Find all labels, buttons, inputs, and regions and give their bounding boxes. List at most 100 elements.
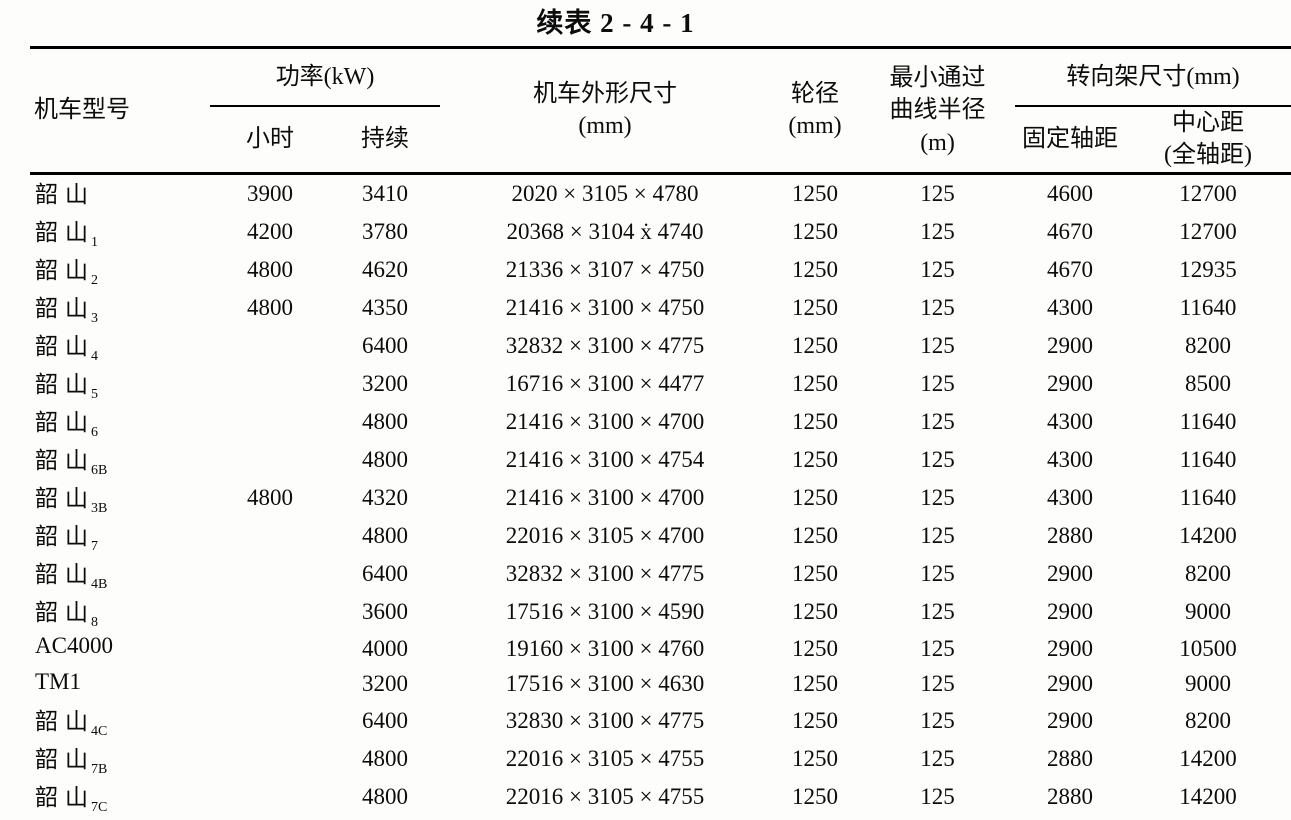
table-row: 韶山6B 4800 21416 × 3100 × 4754 1250 125 4…: [30, 441, 1291, 479]
cell-dimensions: 21416 × 3100 × 4754: [505, 446, 705, 472]
cell-model: 韶山6B: [30, 441, 210, 479]
cell-center-distance: 9000: [1185, 598, 1232, 624]
cell-min-curve-radius: 125: [920, 784, 955, 810]
header-wheel-line1: 轮径: [791, 81, 840, 107]
model-name: 韶山: [35, 561, 95, 587]
header-radius-line3: (m): [920, 129, 955, 156]
cell-wheel-diameter: 1250: [792, 784, 839, 810]
cell-wheel-diameter: 1250: [792, 446, 839, 472]
cell-center-distance: 8200: [1185, 332, 1232, 358]
cell-wheel-diameter: 1250: [792, 256, 839, 282]
table-row: 韶山7C 4800 22016 × 3105 × 4755 1250 125 2…: [30, 778, 1291, 816]
model-name: 韶山: [35, 485, 95, 511]
cell-center-distance: 14200: [1179, 522, 1237, 548]
cell-min-curve-radius: 125: [920, 598, 955, 624]
model-subscript: 7C: [91, 800, 108, 816]
model-name: 韶山: [35, 785, 95, 811]
cell-center-distance: 12700: [1179, 218, 1237, 244]
cell-fixed-wheelbase: 4670: [1047, 218, 1094, 244]
table-title: 续表 2 - 4 - 1: [30, 0, 1291, 46]
header-power-group: 功率(kW): [210, 47, 441, 107]
cell-fixed-wheelbase: 4300: [1047, 484, 1094, 510]
model-name: 韶山: [35, 447, 95, 473]
cell-wheel-diameter: 1250: [792, 746, 839, 772]
table-row: 韶山1 4200 3780 20368 × 3104 ẋ 4740 1250 1…: [30, 213, 1291, 251]
cell-dimensions: 19160 × 3100 × 4760: [505, 635, 705, 661]
cell-power-continuous: 6400: [362, 332, 408, 358]
header-dimensions: 机车外形尺寸 (mm): [440, 48, 770, 174]
cell-power-continuous: 3600: [362, 598, 408, 624]
cell-model: 韶山8: [30, 593, 210, 631]
table-row: 韶山4B 6400 32832 × 3100 × 4775 1250 125 2…: [30, 555, 1291, 593]
cell-dimensions: 17516 × 3100 × 4590: [505, 598, 705, 624]
model-subscript: 7B: [91, 762, 108, 778]
model-name: TM1: [35, 668, 81, 694]
model-name: AC4000: [35, 633, 113, 659]
model-subscript: 3: [91, 310, 98, 326]
cell-min-curve-radius: 125: [920, 408, 955, 434]
table-row: 韶山4 6400 32832 × 3100 × 4775 1250 125 29…: [30, 327, 1291, 365]
cell-power-hour: [210, 667, 330, 703]
model-subscript: 5: [91, 386, 98, 402]
model-name: 韶山: [35, 409, 95, 435]
cell-wheel-diameter: 1250: [792, 598, 839, 624]
cell-dimensions: 32830 × 3100 × 4775: [505, 708, 705, 734]
model-subscript: 3B: [91, 500, 108, 516]
cell-wheel-diameter: 1250: [792, 560, 839, 586]
cell-dimensions: 2020 × 3105 × 4780: [440, 171, 771, 213]
cell-min-curve-radius: 125: [920, 446, 955, 472]
cell-power-hour: [210, 327, 330, 365]
cell-center-distance: 11535: [1125, 816, 1291, 820]
cell-fixed-wheelbase: 4300: [1047, 408, 1094, 434]
cell-dimensions: 22016 × 3105 × 4755: [505, 784, 705, 810]
header-power-hour: 小时: [246, 126, 294, 153]
cell-dimensions: 21336 × 3107 × 4750: [505, 256, 705, 282]
header-min-curve-radius: 最小通过 曲线半径 (m): [860, 48, 1015, 174]
cell-model: 韶山7C: [30, 778, 210, 816]
cell-power-continuous: 4350: [362, 294, 408, 320]
header-center-line1: 中心距: [1172, 110, 1245, 136]
cell-wheel-diameter: 1250: [770, 171, 861, 213]
cell-power-hour: [210, 816, 330, 820]
cell-center-distance: 11640: [1179, 408, 1237, 434]
cell-power-hour: [210, 403, 330, 441]
cell-power-hour: 4800: [247, 294, 293, 320]
cell-wheel-diameter: 1250: [792, 635, 839, 661]
model-subscript: 2: [91, 272, 98, 288]
table-row: 韶山7B 4800 22016 × 3105 × 4755 1250 125 2…: [30, 740, 1291, 778]
cell-center-distance: 8200: [1185, 560, 1232, 586]
table-row: TM1 3200 17516 × 3100 × 4630 1250 125 29…: [30, 667, 1291, 703]
header-wheel-diameter: 轮径 (mm): [770, 48, 860, 174]
cell-fixed-wheelbase: 2900: [1047, 332, 1094, 358]
header-dimensions-line2: (mm): [578, 113, 632, 140]
cell-center-distance: 11640: [1179, 294, 1237, 320]
cell-power-hour: [210, 778, 330, 816]
cell-power-continuous: 4620: [362, 256, 408, 282]
cell-min-curve-radius: 125: [920, 746, 955, 772]
cell-power-hour: [210, 740, 330, 778]
cell-fixed-wheelbase: 2900: [1047, 560, 1094, 586]
model-name: 韶山: [35, 599, 95, 625]
cell-fixed-wheelbase: 2900: [1047, 635, 1094, 661]
cell-model: 韶山5: [30, 365, 210, 403]
model-name: 韶山: [35, 371, 95, 397]
cell-model: 韶山2: [30, 251, 210, 289]
cell-fixed-wheelbase: 2900: [1047, 370, 1094, 396]
cell-model: 韶山1: [30, 213, 210, 251]
cell-power-continuous: 4800: [362, 784, 408, 810]
cell-power-hour: [210, 593, 330, 631]
cell-fixed-wheelbase: 4300: [1047, 446, 1094, 472]
cell-power-hour: [210, 631, 330, 667]
cell-model: 韶山4B: [30, 555, 210, 593]
model-subscript: 4: [91, 348, 98, 364]
cell-min-curve-radius: 125: [860, 171, 1016, 213]
cell-power-hour: [210, 441, 330, 479]
cell-model: 韶山4C: [30, 702, 210, 740]
cell-power-hour: 3900: [210, 171, 330, 213]
cell-center-distance: 11640: [1179, 446, 1237, 472]
table-row: 韶山2 4800 4620 21336 × 3107 × 4750 1250 1…: [30, 251, 1291, 289]
cell-dimensions: 22016 × 3105 × 4755: [505, 746, 705, 772]
cell-power-continuous: 3780: [362, 218, 408, 244]
cell-power-continuous: 3200: [362, 671, 408, 697]
